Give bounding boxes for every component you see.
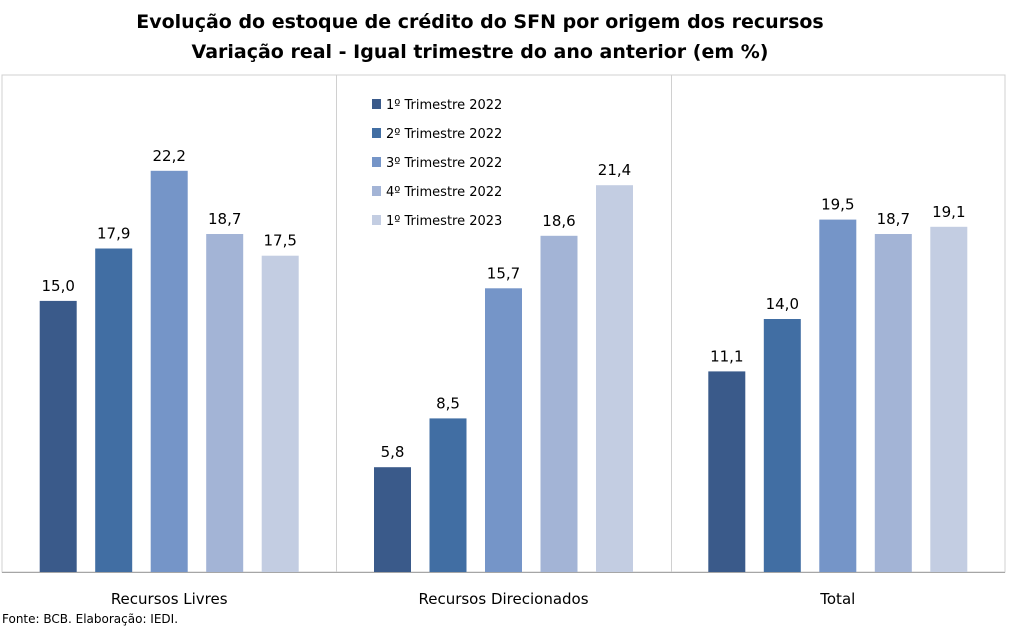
bar [374,467,411,572]
bar [708,371,746,572]
x-tick-label: Total [819,590,855,608]
bar [429,418,467,572]
data-label: 19,5 [821,196,854,214]
legend-swatch [372,99,381,109]
bar [150,170,188,573]
bar-chart: 15,0 17,9 22,2 18,7 17,5 Recursos Livres 5,8 8,… [1,74,1006,608]
data-label: 5,8 [381,443,405,461]
bar [930,226,968,573]
bar [485,288,522,572]
legend-item: 3º Trimestre 2022 [372,156,502,171]
bar [206,234,244,572]
data-label: 22,2 [152,147,185,165]
bar [819,219,857,572]
chart-subtitle: Variação real - Igual trimestre do ano a… [191,41,769,63]
data-label: 8,5 [436,394,460,412]
legend-item: 1º Trimestre 2023 [372,214,502,229]
legend-label: 4º Trimestre 2022 [386,185,502,200]
bar [874,234,912,572]
bar [261,255,299,572]
data-label: 17,5 [263,232,296,250]
data-label: 18,6 [542,212,575,230]
data-label: 18,7 [208,210,241,228]
legend-swatch [372,186,381,196]
legend-label: 1º Trimestre 2022 [386,98,502,113]
legend-item: 4º Trimestre 2022 [372,185,502,200]
source-note: Fonte: BCB. Elaboração: IEDI. [2,612,179,626]
data-label: 19,1 [932,203,965,221]
bar [39,300,77,572]
bar [540,235,578,573]
bar [763,319,801,572]
x-tick-label: Recursos Direcionados [418,590,588,608]
legend-label: 1º Trimestre 2023 [386,214,502,229]
legend-item: 1º Trimestre 2022 [372,98,502,113]
x-tick-label: Recursos Livres [111,590,228,608]
chart-title: Evolução do estoque de crédito do SFN po… [136,11,824,33]
legend-label: 2º Trimestre 2022 [386,127,502,142]
data-label: 18,7 [877,210,910,228]
data-label: 17,9 [97,225,130,243]
legend-swatch [372,128,381,138]
bar [95,248,133,572]
data-label: 14,0 [766,295,799,313]
data-label: 15,7 [487,264,520,282]
data-label: 21,4 [598,161,631,179]
legend-label: 3º Trimestre 2022 [386,156,502,171]
legend-item: 2º Trimestre 2022 [372,127,502,142]
legend-swatch [372,157,381,167]
data-label: 11,1 [710,347,743,365]
legend-swatch [372,215,381,225]
bar [596,185,633,572]
data-label: 15,0 [41,277,74,295]
